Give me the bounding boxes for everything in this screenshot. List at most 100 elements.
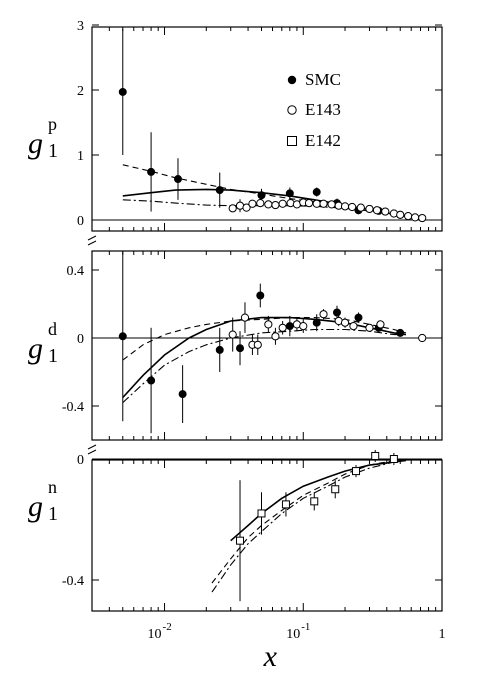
axis-break-mark-d: [87, 444, 97, 450]
axis-break-gap-p: [88, 236, 96, 246]
point-smc: [312, 188, 321, 197]
point-smc: [332, 308, 341, 317]
point-e142: [236, 536, 245, 545]
point-e143: [418, 333, 427, 343]
y-axis-label-g: g: [28, 490, 43, 523]
legend-label-smc: SMC: [305, 70, 341, 89]
point-smc: [215, 186, 224, 195]
x-tick-label-base: 1: [439, 627, 446, 642]
point-smc: [256, 291, 265, 300]
y-axis-label-sub: 1: [48, 345, 58, 367]
x-tick-label-base: 10: [148, 627, 162, 642]
point-e143: [299, 322, 308, 331]
x-axis-title: x: [263, 640, 278, 673]
point-e143: [278, 199, 287, 208]
point-smc: [312, 318, 321, 327]
panel-p: 0 1 2 3 gp 1: [28, 19, 443, 246]
plot-frame-d: [91, 250, 443, 441]
point-e142: [389, 455, 398, 463]
axis-break-mark-d: [87, 449, 97, 455]
point-e143: [264, 200, 273, 209]
x-tick-label-base: 10: [286, 627, 300, 642]
point-e143: [348, 202, 357, 212]
point-smc: [147, 376, 156, 385]
point-e142: [371, 451, 380, 460]
y-tick-label-d: 0.4: [67, 264, 85, 279]
point-e143: [242, 203, 251, 212]
y-axis-label-sup: d: [48, 319, 57, 339]
point-smc: [215, 345, 224, 354]
axis-break-mark-p: [87, 240, 97, 246]
legend-marker-filled-circle: [287, 75, 297, 85]
panel-d: -0.4 0 0.4 gd 1: [28, 250, 443, 455]
y-tick-label-d: 0: [77, 332, 84, 347]
y-axis-label-g: g: [28, 127, 43, 160]
x-tick-label-exp: -2: [163, 621, 172, 633]
point-smc: [118, 332, 127, 341]
x-tick-label-exp: -1: [301, 621, 310, 633]
point-smc: [257, 191, 266, 200]
curve-solid-n: [230, 459, 407, 542]
y-tick-label-p: 2: [77, 84, 84, 99]
y-axis-label-g: g: [28, 332, 43, 365]
point-e142: [310, 497, 319, 506]
point-e143: [356, 203, 365, 212]
point-e142: [281, 500, 290, 509]
x-axis: 10 -2 10 -1 1x: [148, 621, 446, 673]
point-e143: [418, 213, 427, 223]
point-e143: [319, 199, 328, 208]
point-e143: [240, 313, 250, 322]
point-e143: [327, 200, 336, 209]
point-e143: [278, 323, 287, 332]
point-e143: [271, 200, 280, 210]
y-axis-label-sub: 1: [48, 140, 58, 162]
y-tick-label-p: 1: [77, 149, 84, 164]
point-e143: [340, 202, 350, 211]
curve-dashed-n: [211, 458, 407, 584]
y-axis-label-sub: 1: [48, 503, 58, 525]
legend-label-e142: E142: [305, 131, 341, 150]
legend-marker-open-square: [287, 136, 297, 146]
point-smc: [396, 328, 405, 337]
point-e143: [264, 320, 273, 329]
plot-frame-n: [91, 459, 443, 612]
curve-dash-dot-n: [211, 458, 407, 593]
legend-label-e143: E143: [305, 100, 341, 119]
point-e143: [312, 199, 321, 208]
point-smc: [285, 322, 294, 331]
point-e143: [365, 323, 374, 332]
point-e143: [340, 318, 350, 327]
point-e143: [228, 330, 237, 339]
point-e143: [365, 204, 374, 214]
point-e143: [271, 332, 280, 341]
point-smc: [354, 313, 363, 322]
y-tick-label-n: -0.4: [62, 574, 84, 589]
point-smc: [285, 189, 294, 198]
legend-marker-open-circle: [287, 105, 297, 115]
point-e142: [352, 467, 361, 476]
legend: SMC E143 E142: [287, 70, 341, 150]
point-e142: [331, 485, 340, 494]
y-tick-label-d: -0.4: [62, 400, 84, 415]
y-tick-label-n: 0: [77, 453, 84, 468]
y-tick-label-p: 3: [77, 19, 84, 34]
y-axis-label-sup: n: [48, 477, 57, 497]
axis-break-gap-d: [88, 445, 96, 455]
point-e143: [319, 310, 328, 319]
point-e143: [372, 206, 382, 215]
y-tick-label-p: 0: [77, 214, 84, 229]
panel-n: -0.4 0 gn 1: [28, 449, 443, 612]
point-e143: [376, 320, 385, 329]
curve-dash-dot-d: [122, 328, 406, 404]
y-axis-label-sup: p: [48, 114, 57, 134]
point-e143: [396, 210, 405, 219]
point-smc: [178, 390, 187, 399]
point-smc: [118, 87, 127, 96]
plot-frame-p: [91, 26, 443, 232]
axis-break-mark-p: [87, 235, 97, 241]
point-smc: [173, 175, 182, 184]
point-e143: [404, 212, 413, 221]
point-e143: [253, 340, 262, 349]
